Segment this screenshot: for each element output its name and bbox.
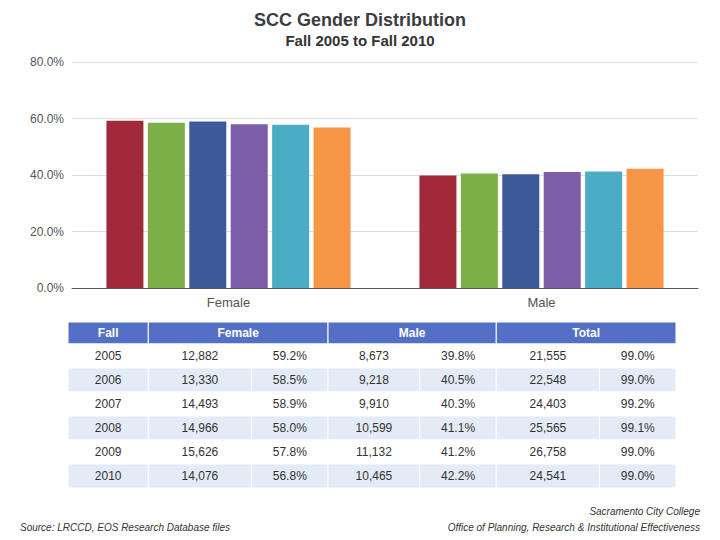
svg-text:26,758: 26,758: [530, 445, 567, 459]
svg-text:24,541: 24,541: [530, 469, 567, 483]
svg-text:Fall 2005 to Fall 2010: Fall 2005 to Fall 2010: [285, 32, 434, 49]
svg-text:80.0%: 80.0%: [30, 55, 64, 69]
svg-text:25,565: 25,565: [530, 421, 567, 435]
svg-text:2005: 2005: [95, 349, 122, 363]
svg-text:Male: Male: [527, 295, 555, 310]
svg-text:20.0%: 20.0%: [30, 225, 64, 239]
svg-text:40.3%: 40.3%: [441, 397, 475, 411]
svg-text:Source: LRCCD, EOS Research Da: Source: LRCCD, EOS Research Database fil…: [20, 522, 230, 533]
svg-text:15,626: 15,626: [182, 445, 219, 459]
svg-text:10,599: 10,599: [356, 421, 393, 435]
svg-text:2006: 2006: [95, 373, 122, 387]
svg-text:2010: 2010: [95, 469, 122, 483]
svg-text:14,076: 14,076: [182, 469, 219, 483]
svg-text:Total: Total: [572, 326, 600, 340]
svg-text:41.1%: 41.1%: [441, 421, 475, 435]
svg-text:41.2%: 41.2%: [441, 445, 475, 459]
svg-text:99.2%: 99.2%: [621, 397, 655, 411]
svg-text:58.9%: 58.9%: [273, 397, 307, 411]
svg-text:14,493: 14,493: [182, 397, 219, 411]
svg-text:10,465: 10,465: [356, 469, 393, 483]
svg-text:21,555: 21,555: [530, 349, 567, 363]
svg-text:99.0%: 99.0%: [621, 445, 655, 459]
svg-text:40.5%: 40.5%: [441, 373, 475, 387]
svg-text:Female: Female: [207, 295, 250, 310]
svg-text:39.8%: 39.8%: [441, 349, 475, 363]
svg-text:SCC Gender Distribution: SCC Gender Distribution: [254, 10, 466, 30]
svg-text:99.0%: 99.0%: [621, 373, 655, 387]
svg-text:9,910: 9,910: [359, 397, 389, 411]
svg-text:42.2%: 42.2%: [441, 469, 475, 483]
svg-text:12,882: 12,882: [182, 349, 219, 363]
svg-text:8,673: 8,673: [359, 349, 389, 363]
svg-text:11,132: 11,132: [356, 445, 392, 459]
svg-text:Office of Planning, Research &: Office of Planning, Research & Instituti…: [448, 522, 700, 533]
svg-text:58.5%: 58.5%: [273, 373, 307, 387]
svg-text:Female: Female: [217, 326, 259, 340]
svg-text:14,966: 14,966: [182, 421, 219, 435]
svg-text:22,548: 22,548: [530, 373, 567, 387]
svg-text:99.1%: 99.1%: [621, 421, 655, 435]
svg-text:2008: 2008: [95, 421, 122, 435]
svg-text:40.0%: 40.0%: [30, 168, 64, 182]
svg-text:99.0%: 99.0%: [621, 349, 655, 363]
svg-text:59.2%: 59.2%: [273, 349, 307, 363]
svg-text:2007: 2007: [95, 397, 122, 411]
svg-text:99.0%: 99.0%: [621, 469, 655, 483]
svg-text:9,218: 9,218: [359, 373, 389, 387]
svg-text:Fall: Fall: [98, 326, 119, 340]
svg-text:58.0%: 58.0%: [273, 421, 307, 435]
svg-text:24,403: 24,403: [530, 397, 567, 411]
svg-text:56.8%: 56.8%: [273, 469, 307, 483]
svg-text:0.0%: 0.0%: [37, 281, 65, 295]
svg-text:57.8%: 57.8%: [273, 445, 307, 459]
svg-text:Male: Male: [399, 326, 426, 340]
svg-text:60.0%: 60.0%: [30, 112, 64, 126]
svg-text:2009: 2009: [95, 445, 122, 459]
svg-text:Sacramento City College: Sacramento City College: [589, 506, 700, 517]
svg-text:13,330: 13,330: [182, 373, 219, 387]
